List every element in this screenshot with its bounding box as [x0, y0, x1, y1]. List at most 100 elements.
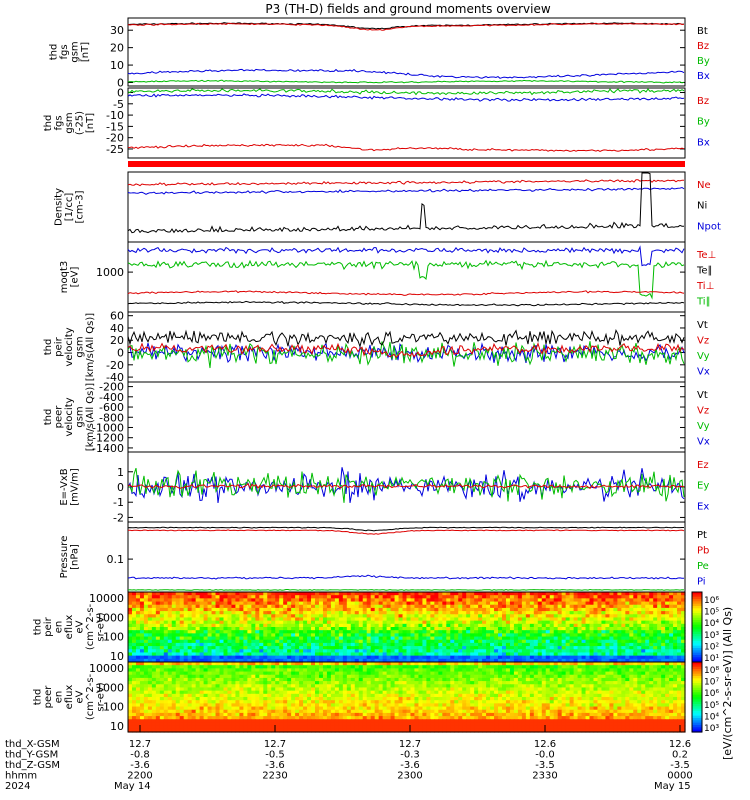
- spectrogram-cell: [633, 611, 638, 615]
- legend-By: By: [697, 56, 710, 67]
- spectrogram-cell: [211, 677, 217, 682]
- spectrogram-cell: [541, 595, 547, 599]
- spectrogram-cell: [442, 665, 447, 669]
- spectrogram-cell: [159, 601, 165, 606]
- spectrogram-cell: [410, 636, 416, 641]
- spectrogram-cell: [474, 671, 479, 676]
- spectrogram-cell: [279, 697, 284, 701]
- spectrogram-cell: [374, 693, 380, 698]
- spectrogram-cell: [505, 592, 511, 596]
- spectrogram-cell: [470, 671, 475, 676]
- spectrogram-cell: [677, 642, 682, 647]
- spectrogram-cell: [311, 633, 316, 638]
- spectrogram-cell: [163, 652, 169, 657]
- spectrogram-cell: [406, 655, 412, 660]
- spectrogram-cell: [231, 630, 237, 634]
- spectrogram-cell: [187, 674, 193, 679]
- spectrogram-cell: [247, 620, 252, 625]
- spectrogram-cell: [661, 652, 666, 657]
- spectrogram-cell: [418, 607, 424, 612]
- spectrogram-cell: [171, 614, 177, 619]
- spectrogram-cell: [223, 627, 229, 631]
- spectrogram-cell: [183, 687, 189, 692]
- spectrogram-cell: [223, 690, 229, 695]
- spectrogram-cell: [609, 684, 614, 689]
- spectrogram-cell: [517, 668, 523, 673]
- spectrogram-cell: [581, 646, 587, 650]
- spectrogram-cell: [450, 658, 455, 663]
- spectrogram-cell: [494, 658, 499, 663]
- spectrogram-cell: [243, 665, 248, 669]
- spectrogram-cell: [549, 633, 555, 638]
- spectrogram-cell: [430, 658, 435, 663]
- spectrogram-cell: [370, 598, 376, 603]
- spectrogram-cell: [271, 674, 276, 679]
- spectrogram-cell: [235, 614, 240, 619]
- spectrogram-cell: [195, 627, 201, 631]
- spectrogram-cell: [402, 598, 408, 603]
- spectrogram-cell: [426, 674, 431, 679]
- spectrogram-cell: [398, 693, 404, 698]
- spectrogram-cell: [350, 595, 356, 599]
- spectrogram-cell: [446, 658, 451, 663]
- spectrogram-cell: [374, 592, 380, 596]
- spectrogram-cell: [505, 658, 511, 663]
- spectrogram-cell: [314, 642, 320, 647]
- spectrogram-cell: [629, 595, 634, 599]
- spectrogram-cell: [418, 690, 424, 695]
- spectrogram-cell: [251, 658, 256, 663]
- spectrogram-cell: [501, 604, 507, 609]
- spectrogram-cell: [219, 627, 225, 631]
- spectrogram-cell: [187, 646, 193, 650]
- spectrogram-cell: [657, 646, 662, 650]
- spectrogram-cell: [665, 665, 670, 669]
- spectrogram-cell: [227, 649, 233, 654]
- spectrogram-cell: [434, 671, 439, 676]
- spectrogram-cell: [362, 668, 368, 673]
- spectrogram-cell: [581, 604, 587, 609]
- spectrogram-cell: [338, 601, 344, 606]
- spectrogram-cell: [462, 607, 467, 612]
- spectrogram-cell: [410, 649, 416, 654]
- spectrogram-cell: [199, 662, 205, 666]
- spectrogram-cell: [215, 681, 221, 685]
- spectrogram-cell: [311, 607, 316, 612]
- spectrogram-cell: [501, 639, 507, 644]
- spectrogram-cell: [239, 697, 244, 701]
- spectrogram-cell: [155, 697, 161, 701]
- spectrogram-cell: [537, 639, 543, 644]
- colorbar-swatch: [692, 657, 702, 661]
- spectrogram-cell: [128, 652, 133, 657]
- spectrogram-cell: [561, 630, 567, 634]
- spectrogram-cell: [147, 636, 153, 641]
- spectrogram-cell: [641, 604, 646, 609]
- spectrogram-cell: [442, 655, 447, 660]
- spectrogram-cell: [366, 697, 372, 701]
- spectrogram-cell: [653, 620, 658, 625]
- spectrogram-cell: [669, 639, 674, 644]
- spectrogram-cell: [247, 693, 252, 698]
- spectrogram-cell: [354, 658, 360, 663]
- spectrogram-cell: [303, 592, 308, 596]
- spectrogram-cell: [179, 601, 185, 606]
- spectrogram-cell: [199, 646, 205, 650]
- spectrogram-cell: [661, 630, 666, 634]
- spectrogram-cell: [561, 595, 567, 599]
- spectrogram-cell: [303, 595, 308, 599]
- spectrogram-cell: [287, 681, 292, 685]
- spectrogram-cell: [545, 671, 551, 676]
- spectrogram-cell: [330, 687, 336, 692]
- spectrogram-cell: [537, 601, 543, 606]
- spectrogram-cell: [203, 604, 209, 609]
- spectrogram-cell: [394, 607, 400, 612]
- y-tick-label: -15: [106, 120, 124, 133]
- spectrogram-cell: [203, 687, 209, 692]
- spectrogram-cell: [287, 601, 292, 606]
- legend-Te∥: Te∥: [696, 266, 713, 277]
- spectrogram-cell: [649, 662, 654, 666]
- spectrogram-cell: [382, 687, 388, 692]
- spectrogram-cell: [358, 674, 364, 679]
- spectrogram-cell: [581, 674, 587, 679]
- spectrogram-cell: [239, 674, 244, 679]
- spectrogram-cell: [454, 652, 459, 657]
